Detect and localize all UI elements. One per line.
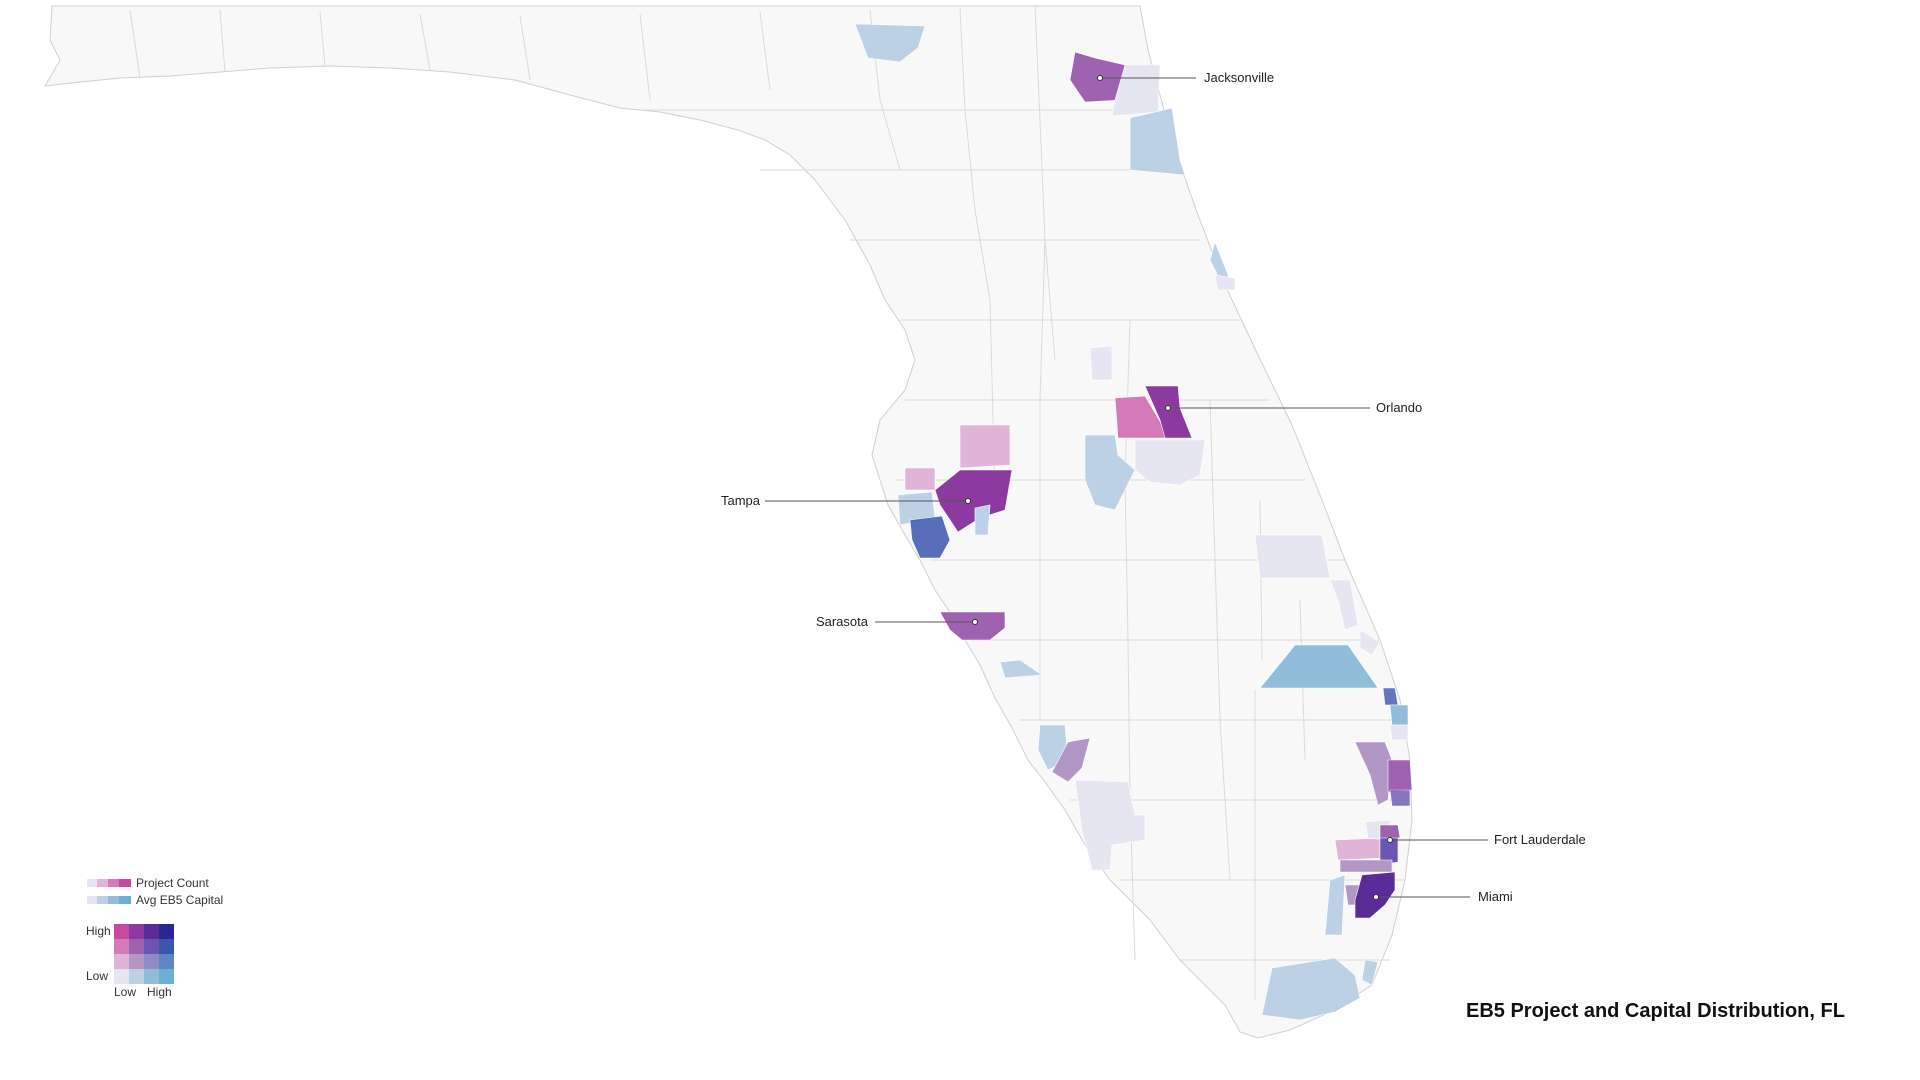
city-marker-tampa (965, 498, 971, 504)
region-collier (1074, 779, 1146, 871)
region-sarasota (939, 611, 1006, 641)
region-st-johns (1129, 107, 1186, 176)
region-hernando (959, 424, 1011, 469)
region-palm-beach-west (1354, 741, 1393, 806)
region-martin (1382, 687, 1399, 706)
region-lee-east (1051, 737, 1091, 783)
legend-grid-cell (144, 924, 159, 939)
callout-sarasota: Sarasota (816, 614, 978, 629)
florida-outline (44, 5, 1413, 1039)
city-label: Orlando (1376, 400, 1422, 415)
region-lake-north (1089, 345, 1113, 381)
region-pinellas (909, 515, 951, 559)
legend: Project Count Avg EB5 Capital High Low L… (86, 876, 223, 999)
city-marker-miami (1373, 894, 1379, 900)
region-st-lucie-bit (1359, 629, 1381, 656)
legend-grid-cell (114, 924, 129, 939)
city-label: Sarasota (816, 614, 869, 629)
legend-grid-cell (129, 924, 144, 939)
legend-capital-label: Avg EB5 Capital (136, 893, 223, 907)
city-label: Jacksonville (1204, 70, 1274, 85)
city-label: Miami (1478, 889, 1513, 904)
region-martin-coast (1389, 704, 1409, 726)
legend-project-count-swatches (87, 879, 131, 887)
legend-grid-cell (159, 924, 174, 939)
region-charlotte (999, 659, 1043, 679)
region-brevard (1254, 534, 1331, 579)
county-boundaries (129, 5, 1412, 1000)
legend-grid-cell (159, 939, 174, 954)
region-pb-west (1389, 724, 1409, 741)
city-marker-jacksonville (1097, 75, 1103, 81)
region-volusia-bit (1214, 274, 1236, 291)
city-marker-orlando (1165, 405, 1171, 411)
region-indian-river (1329, 579, 1359, 631)
legend-grid-cell (129, 954, 144, 969)
city-marker-sarasota (972, 619, 978, 625)
legend-grid-cell (114, 954, 129, 969)
legend-grid-cell (159, 969, 174, 984)
legend-low-label: Low (86, 969, 108, 983)
data-regions (854, 23, 1413, 1021)
region-keys (1361, 959, 1379, 986)
legend-bivariate-grid (114, 924, 174, 984)
legend-grid-cell (114, 939, 129, 954)
legend-grid-cell (144, 954, 159, 969)
region-palm-beach-east (1387, 759, 1413, 793)
region-hillsborough (934, 469, 1013, 533)
legend-grid-cell (129, 939, 144, 954)
callout-tampa: Tampa (721, 493, 971, 508)
region-panhandle-north (854, 23, 926, 63)
region-pasco (904, 467, 936, 491)
city-label: Fort Lauderdale (1494, 832, 1586, 847)
region-lake (1084, 434, 1136, 511)
callouts: Jacksonville Orlando Tampa Sarasota Fort… (721, 70, 1586, 904)
map-title: EB5 Project and Capital Distribution, FL (1466, 1000, 1845, 1022)
callout-orlando: Orlando (1165, 400, 1422, 415)
region-broward-north (1379, 824, 1401, 839)
city-label: Tampa (721, 493, 761, 508)
city-marker-fort-lauderdale (1387, 837, 1393, 843)
region-palm-beach-south (1389, 789, 1411, 807)
region-miami-west (1324, 874, 1346, 936)
legend-grid-cell (144, 969, 159, 984)
legend-project-count-label: Project Count (136, 876, 209, 890)
legend-grid-cell (144, 939, 159, 954)
region-orange-east (1144, 385, 1193, 439)
region-broward-west (1334, 837, 1386, 861)
legend-grid-cell (129, 969, 144, 984)
region-osceola (1134, 439, 1206, 486)
callout-fort-lauderdale: Fort Lauderdale (1387, 832, 1586, 847)
legend-x-low-label: Low (114, 985, 136, 999)
legend-grid-cell (114, 969, 129, 984)
region-hillsborough-bay (974, 504, 991, 536)
callout-miami: Miami (1373, 889, 1513, 904)
region-miami-south (1261, 957, 1361, 1021)
legend-high-label: High (86, 924, 111, 938)
legend-grid-cell (159, 954, 174, 969)
legend-x-high-label: High (147, 985, 172, 999)
region-broward-south (1339, 859, 1393, 873)
region-okeechobee (1259, 644, 1379, 689)
callout-jacksonville: Jacksonville (1097, 70, 1274, 85)
legend-capital-swatches (87, 896, 131, 904)
